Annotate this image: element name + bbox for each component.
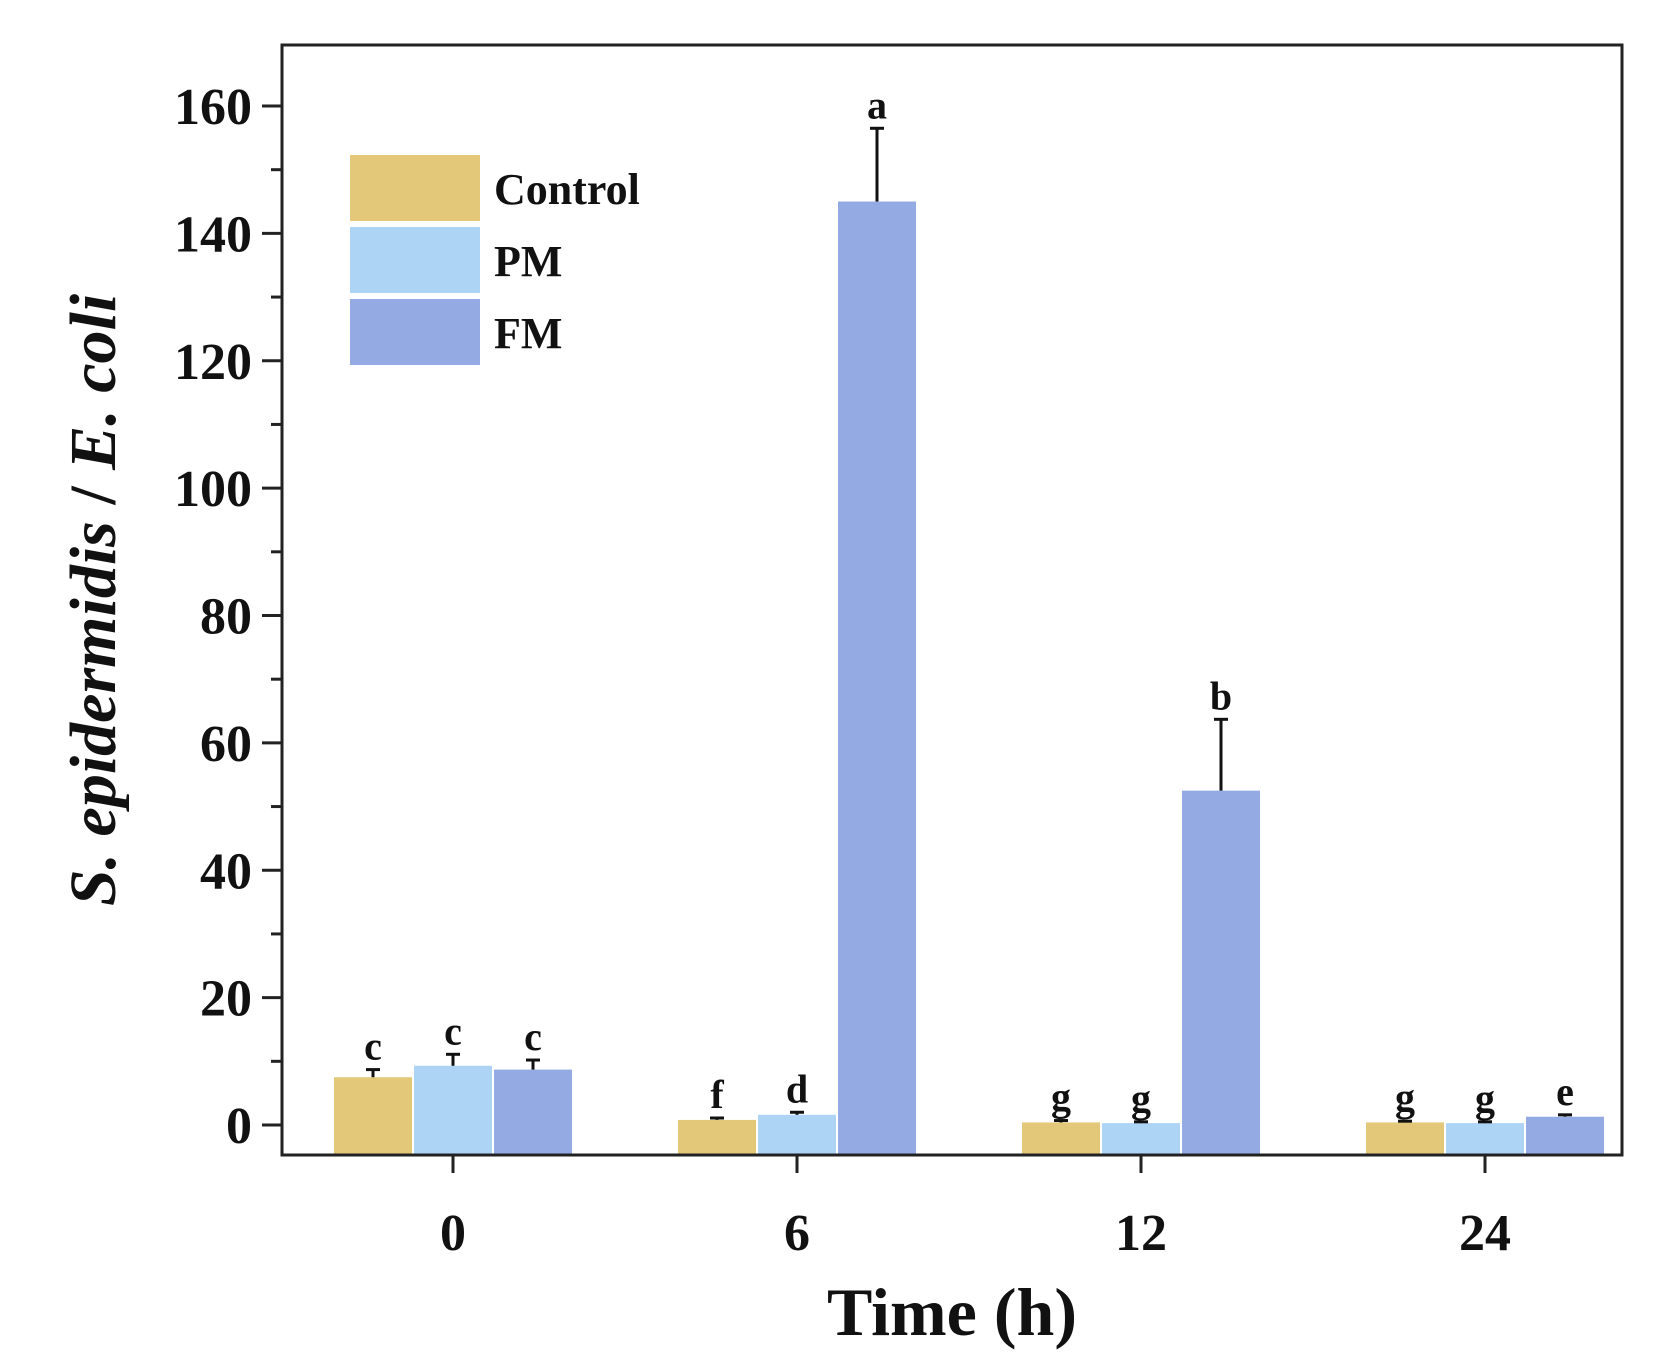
- y-tick-label: 120: [174, 334, 252, 391]
- x-axis-title: Time (h): [827, 1274, 1077, 1350]
- y-tick-label: 40: [200, 843, 252, 900]
- y-tick-label: 160: [174, 79, 252, 136]
- y-tick-label: 0: [226, 1098, 252, 1155]
- sig-label-control-24: g: [1395, 1075, 1415, 1120]
- legend-label-pm: PM: [494, 237, 562, 286]
- sig-label-fm-12: b: [1210, 673, 1232, 718]
- sig-label-control-0: c: [364, 1024, 382, 1069]
- sig-label-pm-6: d: [786, 1066, 808, 1111]
- bar-control-24: [1366, 1122, 1444, 1155]
- sig-label-pm-24: g: [1475, 1076, 1495, 1121]
- plot-frame: [280, 43, 1624, 1157]
- bar-control-6: [678, 1119, 756, 1155]
- sig-label-pm-0: c: [444, 1008, 462, 1053]
- x-tick-label: 12: [1115, 1205, 1167, 1262]
- significance-labels-layer: c f g g c d g g c a b e: [364, 82, 1574, 1121]
- legend-label-control: Control: [494, 165, 640, 214]
- y-tick-label: 100: [174, 461, 252, 518]
- legend-label-fm: FM: [494, 309, 562, 358]
- x-tick-label: 6: [784, 1205, 810, 1262]
- x-axis: 0 6 12 24: [440, 1155, 1511, 1262]
- bar-fm-6: [838, 201, 916, 1155]
- bar-pm-0: [414, 1065, 492, 1155]
- y-axis-title-part: S. epidermidis: [57, 521, 130, 906]
- y-tick-label: 80: [200, 589, 252, 646]
- y-tick-label: 140: [174, 206, 252, 263]
- bar-control-0: [334, 1077, 412, 1155]
- y-tick-label: 60: [200, 716, 252, 773]
- y-axis-title-part: /: [57, 470, 130, 521]
- y-tick-label: 20: [200, 971, 252, 1028]
- sig-label-fm-6: a: [867, 82, 887, 127]
- bar-fm-12: [1182, 790, 1260, 1155]
- x-tick-label: 24: [1459, 1205, 1511, 1262]
- sig-label-control-6: f: [710, 1072, 724, 1117]
- bar-pm-6: [758, 1114, 836, 1155]
- bars-layer: [334, 201, 1604, 1155]
- y-axis-title: S. epidermidis / E. coli: [57, 293, 130, 906]
- bar-fm-0: [494, 1069, 572, 1155]
- bar-control-12: [1022, 1122, 1100, 1155]
- x-tick-label: 0: [440, 1205, 466, 1262]
- legend-swatch-pm: [350, 227, 480, 293]
- legend: Control PM FM: [350, 155, 640, 365]
- sig-label-pm-12: g: [1131, 1076, 1151, 1121]
- legend-swatch-control: [350, 155, 480, 221]
- sig-label-control-12: g: [1051, 1075, 1071, 1120]
- y-axis: 0 20 40 60 80 100 120 140 160: [174, 79, 282, 1155]
- sig-label-fm-0: c: [524, 1014, 542, 1059]
- legend-swatch-fm: [350, 299, 480, 365]
- error-bars-layer: [366, 126, 1572, 1124]
- bar-pm-12: [1102, 1123, 1180, 1155]
- sig-label-fm-24: e: [1556, 1069, 1574, 1114]
- bar-pm-24: [1446, 1123, 1524, 1155]
- bar-fm-24: [1526, 1116, 1604, 1155]
- y-axis-title-part: E. coli: [57, 293, 130, 471]
